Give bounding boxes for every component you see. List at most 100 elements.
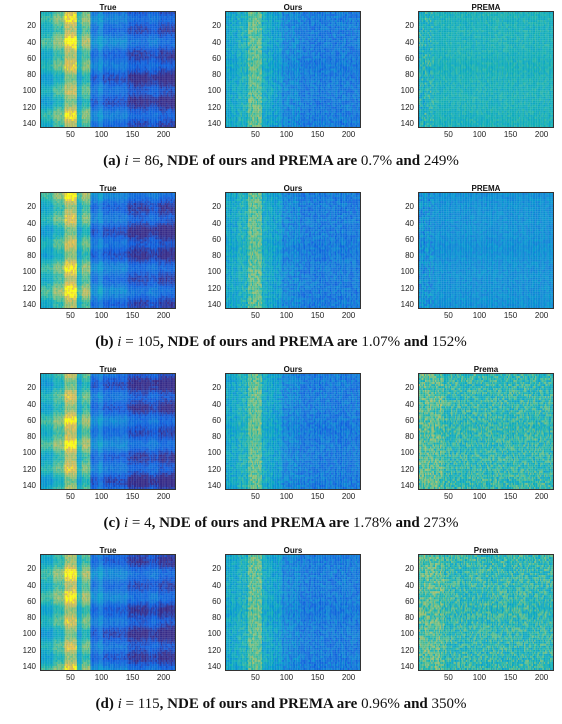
heatmap-cell	[165, 99, 166, 101]
heatmap-cell	[158, 91, 159, 93]
heatmap-cell	[50, 85, 51, 87]
heatmap-cell	[144, 34, 145, 36]
heatmap-cell	[86, 48, 87, 50]
heatmap-cell	[155, 34, 156, 36]
heatmap-cell	[87, 30, 88, 32]
heatmap-cell	[89, 56, 90, 58]
heatmap-cell	[55, 18, 56, 20]
heatmap-cell	[50, 32, 51, 34]
heatmap-cell	[150, 38, 151, 40]
heatmap-cell	[118, 89, 119, 91]
heatmap-cell	[126, 83, 127, 85]
heatmap-cell	[150, 101, 151, 103]
heatmap-cell	[128, 58, 129, 60]
heatmap-cell	[77, 89, 78, 91]
heatmap-cell	[149, 62, 150, 64]
heatmap-cell	[168, 79, 169, 81]
heatmap-cell	[97, 91, 98, 93]
heatmap-cell	[53, 52, 54, 54]
heatmap-cell	[98, 44, 99, 46]
heatmap-cell	[151, 73, 152, 75]
heatmap-cell	[43, 64, 44, 66]
heatmap-cell	[149, 24, 150, 26]
heatmap-cell	[79, 60, 80, 62]
heatmap-cell	[42, 64, 43, 66]
heatmap-cell	[167, 99, 168, 101]
heatmap-cell	[83, 83, 84, 85]
heatmap-cell	[111, 60, 112, 62]
heatmap-cell	[86, 85, 87, 87]
heatmap-cell	[88, 48, 89, 50]
heatmap-cell	[168, 97, 169, 99]
heatmap-cell	[170, 20, 171, 22]
heatmap-cell	[60, 40, 61, 42]
heatmap-cell	[163, 54, 164, 56]
heatmap-cell	[97, 30, 98, 32]
heatmap-cell	[48, 93, 49, 95]
heatmap-cell	[67, 91, 68, 93]
heatmap-cell	[116, 60, 117, 62]
heatmap-cell	[79, 89, 80, 91]
heatmap-cell	[66, 24, 67, 26]
heatmap-cell	[89, 22, 90, 24]
heatmap-cell	[134, 40, 135, 42]
heatmap-cell	[157, 75, 158, 77]
heatmap-cell	[162, 62, 163, 64]
heatmap-cell	[42, 22, 43, 24]
heatmap-cell	[136, 12, 137, 14]
heatmap-cell	[87, 44, 88, 46]
heatmap-cell	[92, 38, 93, 40]
heatmap-cell	[74, 81, 75, 83]
heatmap-cell	[114, 52, 115, 54]
heatmap-cell	[134, 38, 135, 40]
heatmap-cell	[118, 58, 119, 60]
heatmap-cell	[145, 24, 146, 26]
heatmap-cell	[144, 38, 145, 40]
heatmap-cell	[60, 62, 61, 64]
heatmap-cell	[173, 18, 174, 20]
heatmap-cell	[132, 58, 133, 60]
heatmap-cell	[167, 91, 168, 93]
heatmap-cell	[95, 83, 96, 85]
heatmap-cell	[98, 16, 99, 18]
heatmap-cell	[156, 38, 157, 40]
heatmap-cell	[168, 36, 169, 38]
heatmap-cell	[115, 58, 116, 60]
heatmap-cell	[173, 83, 174, 85]
heatmap-cell	[63, 87, 64, 89]
heatmap-cell	[47, 68, 48, 70]
heatmap-cell	[119, 46, 120, 48]
heatmap-cell	[99, 20, 100, 22]
heatmap-cell	[166, 46, 167, 48]
heatmap-cell	[57, 66, 58, 68]
heatmap-cell	[167, 22, 168, 24]
heatmap-cell	[125, 12, 126, 14]
heatmap-cell	[152, 56, 153, 58]
heatmap-cell	[87, 14, 88, 16]
heatmap-cell	[76, 75, 77, 77]
heatmap-cell	[93, 16, 94, 18]
heatmap-cell	[102, 44, 103, 46]
heatmap-cell	[144, 54, 145, 56]
heatmap-cell	[46, 54, 47, 56]
heatmap-cell	[123, 34, 124, 36]
heatmap-cell	[95, 28, 96, 30]
heatmap-cell	[99, 44, 100, 46]
heatmap-cell	[114, 64, 115, 66]
heatmap-cell	[93, 54, 94, 56]
heatmap-cell	[87, 24, 88, 26]
heatmap-cell	[73, 81, 74, 83]
heatmap-cell	[167, 87, 168, 89]
heatmap-cell	[129, 101, 130, 103]
heatmap-cell	[81, 79, 82, 81]
heatmap-cell	[64, 46, 65, 48]
heatmap-cell	[41, 36, 42, 38]
heatmap-cell	[108, 77, 109, 79]
heatmap-cell	[73, 46, 74, 48]
heatmap-cell	[109, 14, 110, 16]
heatmap-cell	[115, 73, 116, 75]
heatmap-cell	[116, 18, 117, 20]
heatmap-cell	[55, 77, 56, 79]
heatmap-cell	[137, 46, 138, 48]
heatmap-cell	[116, 62, 117, 64]
